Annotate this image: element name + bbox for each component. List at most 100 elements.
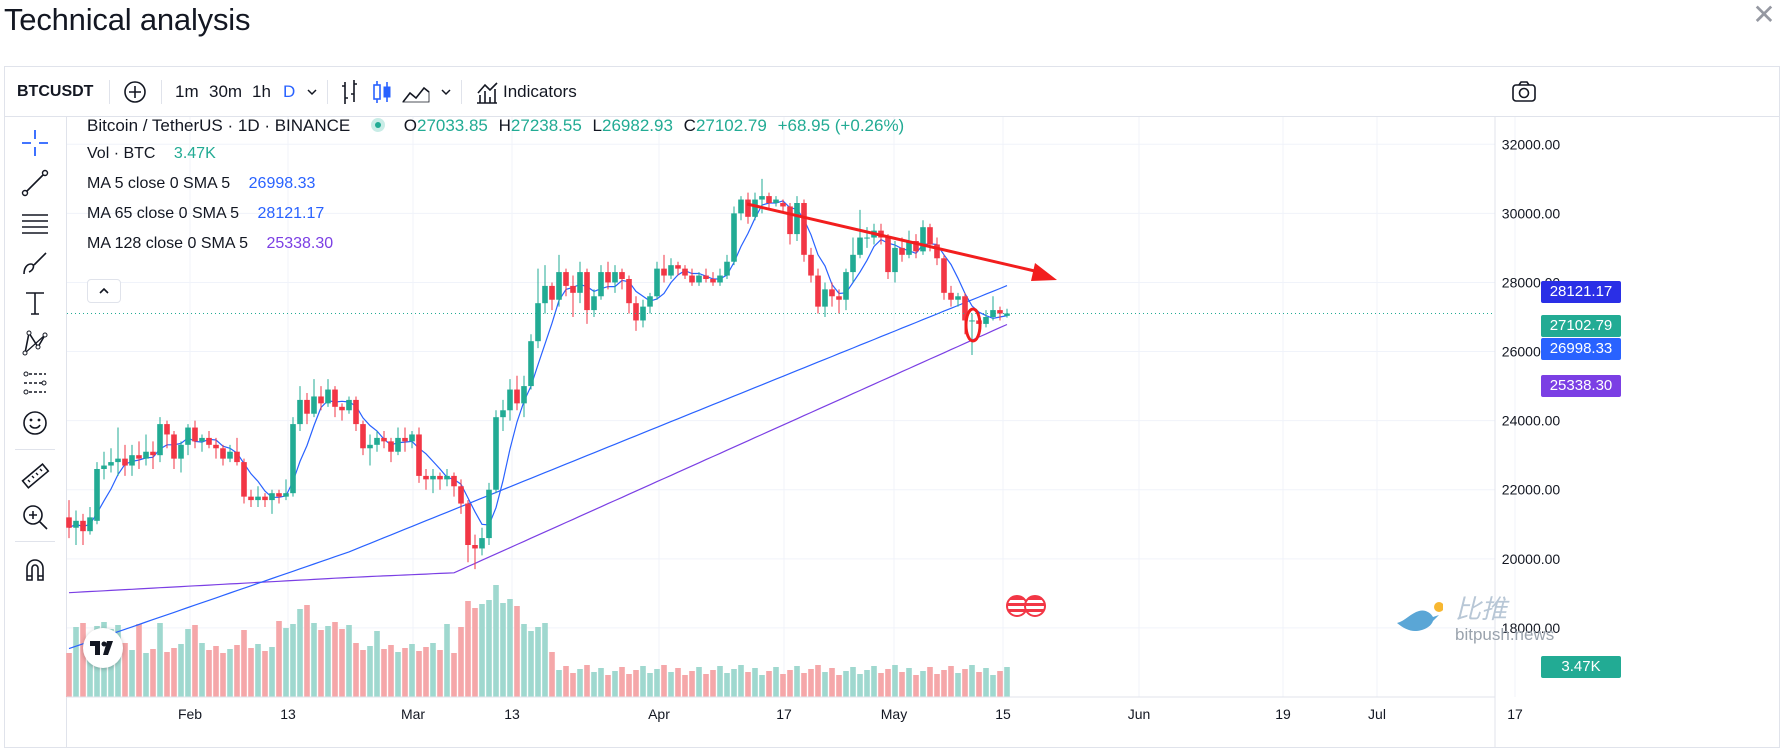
interval-30m-button[interactable]: 30m — [209, 82, 243, 101]
volume-bar — [395, 652, 401, 697]
volume-bar — [304, 605, 310, 697]
candle-body — [612, 272, 618, 283]
symbol-search-button[interactable]: BTCUSDT — [17, 83, 94, 100]
volume-bar — [724, 673, 730, 697]
indicators-icon[interactable] — [475, 67, 499, 117]
toolbar-divider — [161, 80, 162, 104]
candle-body — [843, 272, 849, 300]
close-icon[interactable]: ✕ — [1752, 0, 1776, 30]
candle — [437, 472, 443, 490]
interval-1m-button[interactable]: 1m — [175, 82, 199, 101]
legend-ma128[interactable]: MA 128 close 0 SMA 5 25338.30 — [87, 235, 339, 253]
volume-bar — [374, 631, 380, 697]
volume-bar — [80, 623, 86, 697]
candle-body — [801, 203, 807, 255]
candle — [66, 500, 72, 539]
legend-ma65[interactable]: MA 65 close 0 SMA 5 28121.17 — [87, 205, 330, 223]
candle — [115, 427, 121, 476]
horizontal-lines-icon[interactable] — [17, 205, 53, 241]
zoom-in-icon[interactable] — [17, 499, 53, 535]
candle — [535, 268, 541, 349]
ohlc-low-label: L — [592, 116, 603, 135]
candle-body — [836, 296, 842, 300]
x-tick-label: 17 — [1507, 706, 1523, 722]
emoji-sticker-icon[interactable] — [17, 405, 53, 441]
y-tick-label: 22000.00 — [1502, 482, 1561, 498]
candle — [983, 310, 989, 328]
volume-bar — [220, 653, 226, 697]
candle-body — [689, 275, 695, 283]
page-title: Technical analysis — [4, 2, 251, 37]
candle — [703, 268, 709, 283]
volume-bar — [542, 623, 548, 697]
volume-bar — [829, 668, 835, 697]
candle — [458, 479, 464, 514]
candle-body — [346, 399, 352, 411]
legend-ma5[interactable]: MA 5 close 0 SMA 5 26998.33 — [87, 175, 321, 193]
candle-body — [920, 227, 926, 252]
candle — [885, 234, 891, 279]
candles-style-icon[interactable] — [371, 67, 393, 117]
legend-volume[interactable]: Vol · BTC 3.47K — [87, 145, 222, 163]
volume-bar — [409, 644, 415, 697]
magnet-icon[interactable] — [17, 551, 53, 587]
camera-screenshot-icon[interactable] — [1511, 67, 1537, 117]
highlight-circle — [964, 307, 982, 343]
candle-body — [178, 444, 184, 459]
brush-icon[interactable] — [17, 245, 53, 281]
volume-bar — [381, 649, 387, 697]
toolbar-divider — [327, 80, 328, 104]
volume-bar — [563, 666, 569, 697]
volume-bar — [451, 653, 457, 697]
candle — [619, 268, 625, 290]
indicators-button[interactable]: Indicators — [503, 82, 577, 101]
volume-bar — [619, 667, 625, 697]
area-style-icon[interactable] — [401, 67, 431, 117]
volume-bar — [367, 646, 373, 697]
candle-body — [150, 451, 156, 456]
pattern-tool-icon[interactable] — [17, 325, 53, 361]
candle-body — [486, 489, 492, 539]
price-chart[interactable]: 32000.0030000.0028000.0026000.0024000.00… — [5, 117, 1779, 747]
candle-body — [577, 272, 583, 293]
candle-body — [374, 437, 380, 445]
ma65-label: MA 65 close 0 SMA 5 — [87, 205, 240, 222]
volume-bar — [731, 669, 737, 697]
crosshair-icon[interactable] — [17, 125, 53, 161]
legend-collapse-button[interactable] — [87, 279, 121, 303]
volume-bar — [822, 672, 828, 697]
candle-body — [388, 441, 394, 452]
chart-style-dropdown-chevron-icon[interactable] — [439, 67, 453, 117]
candle-body — [423, 475, 429, 480]
candle-body — [227, 451, 233, 459]
candle-body — [773, 199, 779, 203]
candle — [325, 379, 331, 407]
volume-bar — [262, 651, 268, 697]
candle — [227, 444, 233, 463]
interval-d-button[interactable]: D — [283, 82, 296, 101]
volume-bar — [654, 669, 660, 697]
interval-dropdown-chevron-icon[interactable] — [305, 67, 319, 117]
volume-bar — [647, 673, 653, 697]
candle-body — [549, 285, 555, 300]
compare-add-icon[interactable] — [123, 67, 147, 117]
candle-body — [738, 199, 744, 214]
candle-body — [416, 434, 422, 476]
volume-bar — [472, 608, 478, 697]
volume-bar — [906, 668, 912, 697]
candle — [766, 192, 772, 210]
tradingview-logo[interactable] — [83, 628, 123, 668]
text-tool-icon[interactable] — [17, 285, 53, 321]
interval-1h-button[interactable]: 1h — [252, 82, 271, 101]
legend-pair[interactable]: Bitcoin / TetherUS · 1D · BINANCE — [87, 116, 351, 135]
volume-label: Vol · BTC — [87, 145, 156, 162]
bars-style-icon[interactable] — [339, 67, 361, 117]
ruler-icon[interactable] — [17, 459, 53, 495]
candle-body — [395, 437, 401, 452]
economic-event-flag-icon[interactable] — [1024, 595, 1046, 617]
tool-divider — [15, 449, 55, 450]
trend-line-icon[interactable] — [17, 165, 53, 201]
prediction-measurement-icon[interactable] — [17, 365, 53, 401]
candle-body — [941, 258, 947, 293]
candle-body — [206, 437, 212, 445]
